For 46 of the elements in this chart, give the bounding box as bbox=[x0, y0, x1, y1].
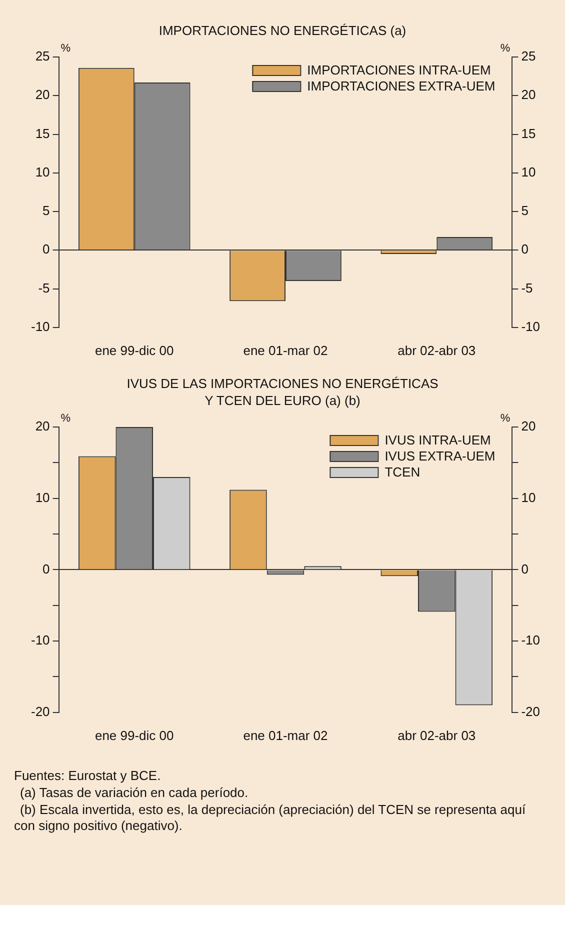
legend-label: IMPORTACIONES INTRA-UEM bbox=[307, 62, 491, 78]
chart-title: IVUS DE LAS IMPORTACIONES NO ENERGÉTICAS Y TCEN DEL EURO (a) (b) bbox=[126, 375, 440, 409]
y2-tick-label: 25 bbox=[521, 48, 536, 64]
x-tick-label: ene 01-mar 02 bbox=[243, 342, 328, 358]
x-tick-label: ene 01-mar 02 bbox=[243, 728, 328, 743]
y-tick-label: 20 bbox=[35, 418, 50, 434]
y-tick-label: -5 bbox=[38, 280, 50, 296]
legend-label: IVUS EXTRA-UEM bbox=[384, 448, 496, 464]
text: (a) Tasas de variación en cada período. bbox=[19, 785, 250, 801]
x-tick-label: ene 99-dic 00 bbox=[94, 342, 174, 358]
chart-title: IMPORTACIONES NO ENERGÉTICAS (a) bbox=[158, 22, 408, 39]
y-tick-label: -10 bbox=[30, 632, 50, 648]
y2-tick-label: 10 bbox=[521, 490, 536, 505]
y-axis-title: % bbox=[60, 42, 71, 55]
y2-axis-title: % bbox=[500, 42, 510, 55]
legend-label: IVUS INTRA-UEM bbox=[384, 432, 491, 448]
y-tick-label: 0 bbox=[42, 561, 50, 576]
y-tick-label: 20 bbox=[35, 87, 50, 102]
y2-tick-label: 10 bbox=[521, 164, 536, 180]
y-tick-label: -10 bbox=[30, 318, 50, 334]
legend-label: IMPORTACIONES EXTRA-UEM bbox=[307, 78, 496, 94]
y-tick-label: 10 bbox=[35, 164, 50, 180]
x-tick-label: ene 99-dic 00 bbox=[94, 728, 174, 743]
text: (b) Escala invertida, esto es, la depreciación (apreciación) del TCEN se representa aquí con signo positivo (negativo). bbox=[14, 802, 527, 834]
y-tick-label: 10 bbox=[35, 490, 50, 505]
y2-tick-label: -5 bbox=[521, 280, 533, 296]
legend-label: TCEN bbox=[384, 464, 420, 480]
y2-tick-label: 5 bbox=[521, 203, 528, 218]
y2-tick-label: -10 bbox=[521, 632, 540, 648]
y2-tick-label: -10 bbox=[521, 318, 540, 334]
y2-tick-label: -20 bbox=[521, 704, 540, 719]
y-tick-label: 5 bbox=[42, 203, 50, 218]
y2-axis-title: % bbox=[500, 412, 510, 425]
y-tick-label: 25 bbox=[35, 48, 50, 64]
y2-tick-label: 15 bbox=[521, 126, 536, 141]
y2-tick-label: 20 bbox=[521, 418, 536, 434]
y-tick-label: 0 bbox=[42, 242, 50, 257]
source-note: Fuentes: Eurostat y BCE. bbox=[14, 768, 162, 784]
y2-tick-label: 0 bbox=[521, 561, 528, 576]
x-tick-label: abr 02-abr 03 bbox=[398, 728, 476, 743]
y2-tick-label: 0 bbox=[521, 242, 528, 257]
y-tick-label: 15 bbox=[35, 126, 50, 141]
y2-tick-label: 20 bbox=[521, 87, 536, 102]
x-tick-label: abr 02-abr 03 bbox=[398, 342, 476, 358]
y-axis-title: % bbox=[60, 412, 71, 425]
y-tick-label: -20 bbox=[30, 704, 50, 719]
